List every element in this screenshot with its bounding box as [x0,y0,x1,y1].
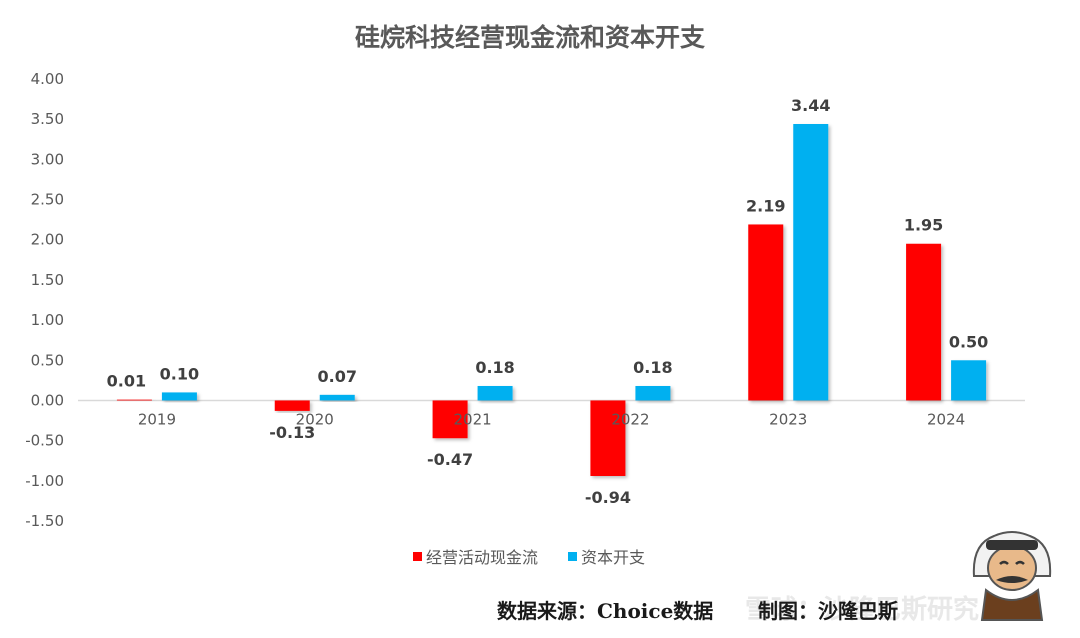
bar-capex [793,124,829,401]
x-tick-label: 2019 [138,410,176,428]
bar-capex [161,392,197,401]
x-axis: 2019 2020 2021 2022 2023 2024 [138,410,965,428]
bar-operating-cash-flow [432,400,468,439]
watermark: 雪球：沙隆巴斯研究 [745,594,979,625]
data-source: 数据来源：Choice数据 [497,599,713,623]
data-label: 0.50 [949,332,988,351]
y-tick-label: 0.00 [31,391,64,409]
bar-operating-cash-flow [748,224,784,401]
y-tick-label: 2.50 [31,191,64,209]
data-label: -0.94 [585,488,631,507]
x-tick-label: 2024 [927,410,965,428]
bar-capex [951,360,987,401]
y-tick-label: -1.00 [25,472,64,490]
y-tick-label: 4.00 [31,70,64,88]
y-tick-label: -0.50 [25,432,64,450]
mascot-logo [972,531,1052,621]
legend-label-capex: 资本开支 [581,548,645,567]
y-tick-label: 2.00 [31,231,64,249]
data-label: 2.19 [746,196,785,215]
y-tick-label: 0.50 [31,351,64,369]
data-label: 0.10 [160,364,199,383]
x-tick-label: 2020 [296,410,334,428]
legend-label-operating-cash-flow: 经营活动现金流 [426,548,538,567]
data-label: 0.18 [475,358,514,377]
bar-operating-cash-flow [906,243,942,401]
y-tick-label: 3.00 [31,150,64,168]
x-tick-label: 2023 [769,410,807,428]
data-labels: 0.01 0.10 -0.13 0.07 -0.47 0.18 -0.94 0.18 2.19 3… [107,96,989,507]
bar-operating-cash-flow [274,400,310,411]
legend: 经营活动现金流 资本开支 [413,548,645,567]
chart-title: 硅烷科技经营现金流和资本开支 [355,23,705,52]
y-tick-label: -1.50 [25,512,64,530]
data-label: 1.95 [904,216,943,235]
data-label: 3.44 [791,96,830,115]
legend-swatch-capex [568,552,577,561]
data-label: -0.47 [427,450,473,469]
bar-capex [319,394,355,401]
bar-operating-cash-flow [116,399,152,401]
bar-operating-cash-flow [590,400,626,476]
bar-capex [635,385,671,401]
x-tick-label: 2022 [611,410,649,428]
legend-swatch-operating-cash-flow [413,552,422,561]
bar-capex [477,385,513,401]
y-tick-label: 1.00 [31,311,64,329]
y-tick-label: 1.50 [31,271,64,289]
y-axis: 4.00 3.50 3.00 2.50 2.00 1.50 1.00 0.50 0.00 -0.5… [25,70,64,530]
data-label: -0.13 [269,423,315,442]
chart-credit: 制图：沙隆巴斯 [758,599,898,623]
y-tick-label: 3.50 [31,110,64,128]
data-label: 0.07 [318,367,357,386]
data-label: 0.18 [633,358,672,377]
data-label: 0.01 [107,372,146,391]
bars [116,124,987,476]
x-tick-label: 2021 [453,410,491,428]
